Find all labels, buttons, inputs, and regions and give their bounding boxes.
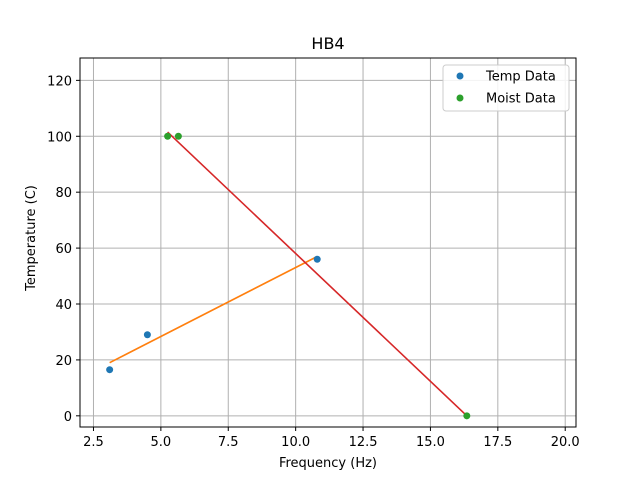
x-tick-label: 12.5 bbox=[349, 435, 378, 450]
legend-marker bbox=[456, 72, 464, 80]
legend-box bbox=[442, 64, 570, 112]
x-tick-label: 7.5 bbox=[218, 435, 239, 450]
y-tick-label: 0 bbox=[64, 410, 72, 425]
legend-marker bbox=[456, 94, 464, 102]
legend-label: Temp Data bbox=[485, 70, 556, 85]
x-tick-label: 17.5 bbox=[483, 435, 512, 450]
y-tick-label: 80 bbox=[55, 186, 72, 201]
data-point bbox=[463, 412, 471, 420]
legend-label: Moist Data bbox=[486, 92, 556, 107]
y-tick-label: 20 bbox=[55, 354, 72, 369]
y-tick-label: 100 bbox=[47, 130, 72, 145]
data-point bbox=[313, 255, 321, 263]
grid bbox=[80, 58, 576, 427]
data-point bbox=[174, 132, 182, 140]
legend: Temp Data Moist Data bbox=[442, 64, 570, 112]
x-axis-label: Frequency (Hz) bbox=[279, 456, 377, 471]
x-tick-label: 5.0 bbox=[151, 435, 172, 450]
data-point bbox=[164, 132, 172, 140]
y-tick-label: 120 bbox=[47, 74, 72, 89]
x-axis-ticks: 2.5 5.0 7.5 10.0 12.5 15.0 17.5 20.0 bbox=[83, 427, 580, 450]
x-tick-label: 2.5 bbox=[83, 435, 104, 450]
x-tick-label: 15.0 bbox=[416, 435, 445, 450]
fit-line bbox=[109, 255, 318, 364]
y-axis-label: Temperature (C) bbox=[24, 185, 39, 292]
chart-title: HB4 bbox=[311, 34, 344, 53]
fit-line bbox=[167, 131, 468, 417]
data-points bbox=[106, 132, 471, 420]
data-point bbox=[106, 366, 114, 374]
data-point bbox=[143, 331, 151, 339]
y-tick-label: 60 bbox=[55, 242, 72, 257]
plot-frame bbox=[79, 57, 577, 428]
x-tick-label: 10.0 bbox=[281, 435, 310, 450]
y-axis-ticks: 0 20 40 60 80 100 120 bbox=[47, 74, 80, 425]
y-tick-label: 40 bbox=[55, 298, 72, 313]
fit-lines bbox=[109, 131, 468, 417]
x-tick-label: 20.0 bbox=[551, 435, 580, 450]
